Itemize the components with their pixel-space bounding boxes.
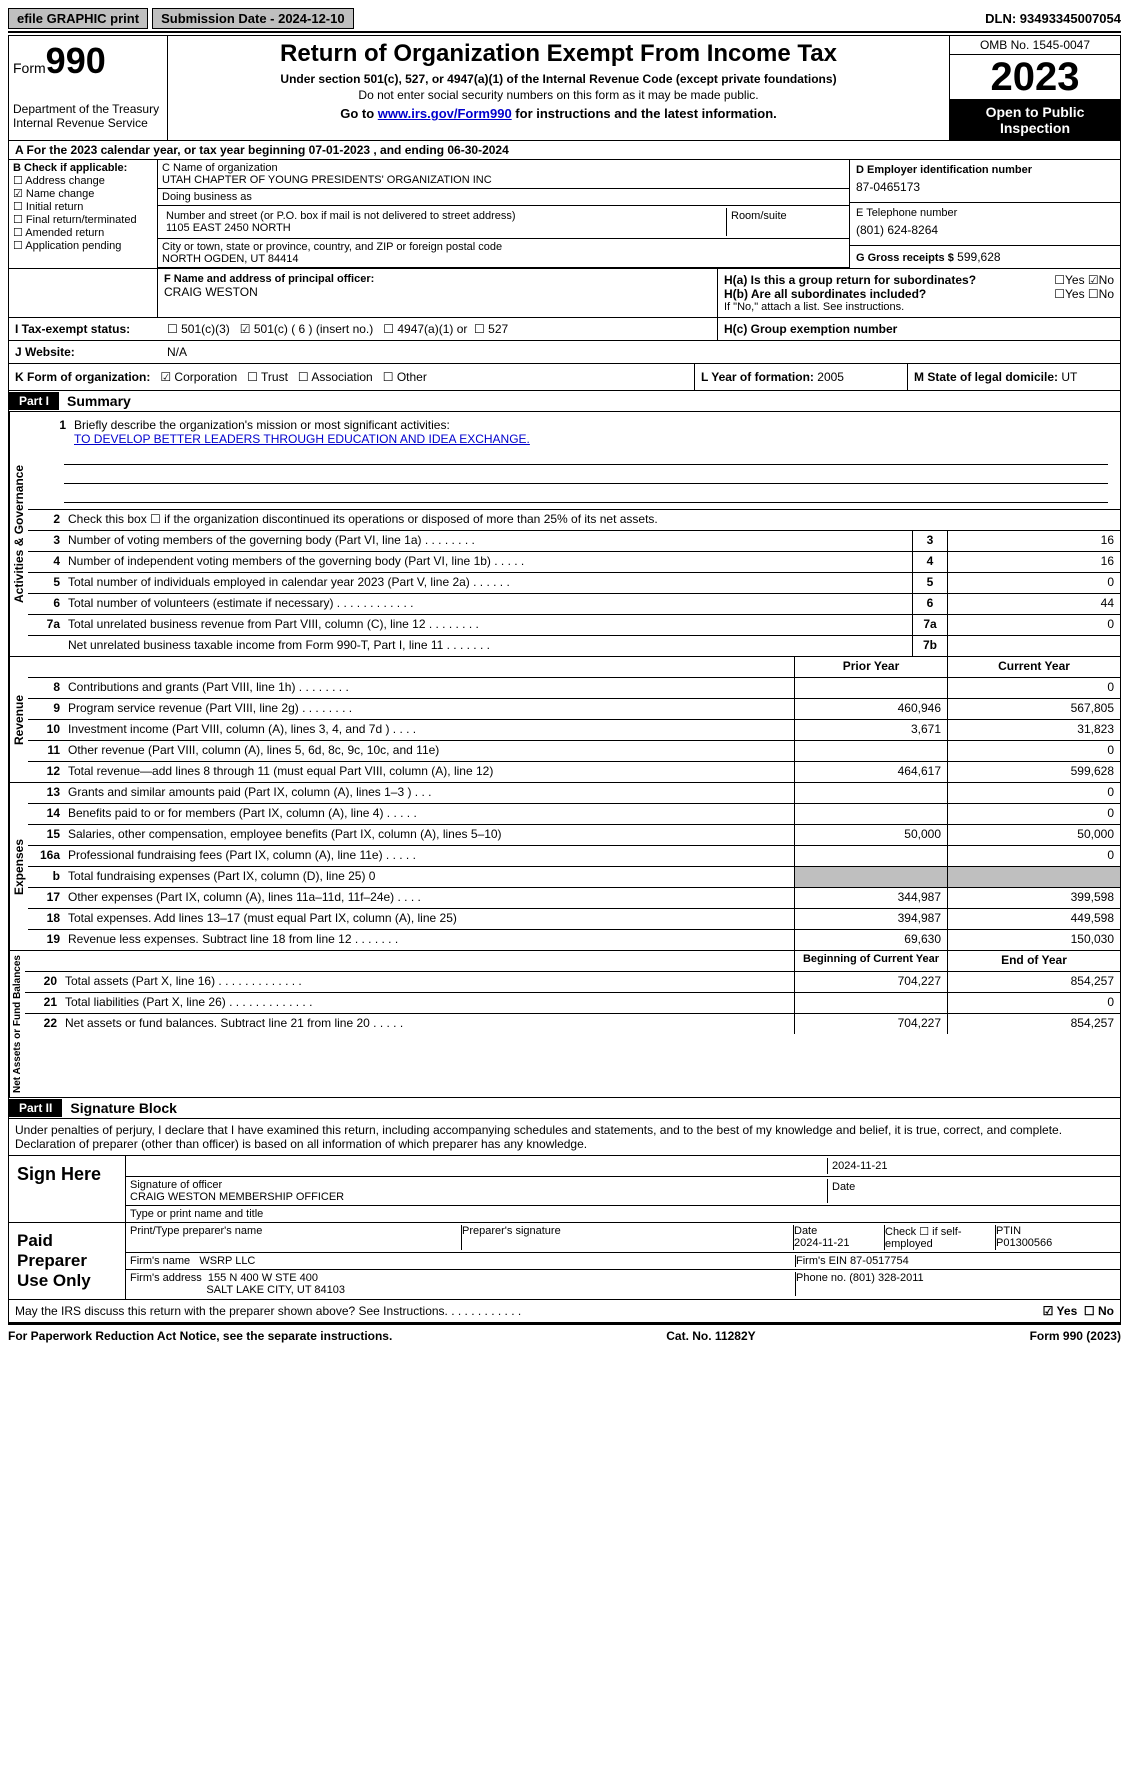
officer-row: F Name and address of principal officer:… [8, 269, 1121, 318]
h-b: H(b) Are all subordinates included? ☐Yes… [724, 287, 1114, 301]
preparer-section: Paid Preparer Use Only Print/Type prepar… [8, 1223, 1121, 1300]
gov-line: 6Total number of volunteers (estimate if… [28, 594, 1120, 615]
part-1-header: Part I Summary [8, 391, 1121, 412]
officer-signature: CRAIG WESTON MEMBERSHIP OFFICER [130, 1191, 827, 1203]
checkbox-item: ☐ Address change [13, 174, 153, 187]
org-name: UTAH CHAPTER OF YOUNG PRESIDENTS' ORGANI… [162, 174, 845, 186]
sign-here-section: Sign Here 2024-11-21 Signature of office… [8, 1156, 1121, 1223]
revenue-section: Revenue Prior Year Current Year 8Contrib… [8, 657, 1121, 783]
form-number: Form990 [13, 40, 163, 82]
section-l: L Year of formation: 2005 [694, 364, 907, 390]
street: 1105 EAST 2450 NORTH [166, 222, 722, 234]
principal-officer: CRAIG WESTON [164, 285, 711, 299]
mission: TO DEVELOP BETTER LEADERS THROUGH EDUCAT… [74, 432, 530, 446]
gov-line: 7aTotal unrelated business revenue from … [28, 615, 1120, 636]
financial-line: 14Benefits paid to or for members (Part … [28, 804, 1120, 825]
financial-line: 18Total expenses. Add lines 13–17 (must … [28, 909, 1120, 930]
firm-addr1: 155 N 400 W STE 400 [208, 1272, 318, 1284]
checkbox-item: ☐ Application pending [13, 239, 153, 252]
submission-date: Submission Date - 2024-12-10 [152, 8, 354, 29]
dln: DLN: 93493345007054 [985, 11, 1121, 26]
irs-link[interactable]: www.irs.gov/Form990 [378, 106, 512, 121]
subtitle-1: Under section 501(c), 527, or 4947(a)(1)… [176, 72, 941, 86]
financial-line: 20Total assets (Part X, line 16) . . . .… [25, 972, 1120, 993]
ptin: P01300566 [996, 1237, 1116, 1249]
tax-year: 2023 [950, 55, 1120, 100]
vert-expenses: Expenses [9, 783, 28, 950]
part-1-body: Activities & Governance 1 Briefly descri… [8, 412, 1121, 657]
financial-line: 10Investment income (Part VIII, column (… [28, 720, 1120, 741]
prep-date: 2024-11-21 [794, 1237, 884, 1249]
calendar-year-row: A For the 2023 calendar year, or tax yea… [8, 141, 1121, 160]
city: NORTH OGDEN, UT 84414 [162, 253, 845, 265]
financial-line: 22Net assets or fund balances. Subtract … [25, 1014, 1120, 1034]
subtitle-2: Do not enter social security numbers on … [176, 88, 941, 102]
firm-addr2: SALT LAKE CITY, UT 84103 [206, 1284, 345, 1296]
sign-date: 2024-11-21 [827, 1158, 1116, 1174]
efile-badge: efile GRAPHIC print [8, 8, 148, 29]
form-header: Form990 Department of the Treasury Inter… [8, 35, 1121, 141]
h-a: H(a) Is this a group return for subordin… [724, 273, 1114, 287]
gov-line: 4Number of independent voting members of… [28, 552, 1120, 573]
section-k: K Form of organization: ☑ Corporation ☐ … [9, 364, 694, 390]
vert-revenue: Revenue [9, 657, 28, 782]
financial-line: 15Salaries, other compensation, employee… [28, 825, 1120, 846]
tax-status-row: I Tax-exempt status: ☐ 501(c)(3) ☑ 501(c… [8, 318, 1121, 341]
financial-line: 13Grants and similar amounts paid (Part … [28, 783, 1120, 804]
gov-line: 5Total number of individuals employed in… [28, 573, 1120, 594]
checkbox-item: ☑ Name change [13, 187, 153, 200]
org-form-row: K Form of organization: ☑ Corporation ☐ … [8, 364, 1121, 391]
net-assets-section: Net Assets or Fund Balances Beginning of… [8, 951, 1121, 1098]
financial-line: 12Total revenue—add lines 8 through 11 (… [28, 762, 1120, 782]
gov-line: Net unrelated business taxable income fr… [28, 636, 1120, 656]
section-c: C Name of organization UTAH CHAPTER OF Y… [158, 160, 849, 268]
omb-number: OMB No. 1545-0047 [950, 36, 1120, 55]
checkbox-item: ☐ Initial return [13, 200, 153, 213]
section-b: B Check if applicable: ☐ Address change☑… [9, 160, 158, 268]
section-d: D Employer identification number 87-0465… [849, 160, 1120, 268]
identity-row: B Check if applicable: ☐ Address change☑… [8, 160, 1121, 269]
financial-line: 8Contributions and grants (Part VIII, li… [28, 678, 1120, 699]
telephone: (801) 624-8264 [856, 219, 1114, 241]
open-inspection: Open to Public Inspection [950, 100, 1120, 140]
financial-line: 16aProfessional fundraising fees (Part I… [28, 846, 1120, 867]
checkbox-item: ☐ Amended return [13, 226, 153, 239]
ein: 87-0465173 [856, 176, 1114, 198]
firm-name: WSRP LLC [199, 1255, 255, 1267]
vert-net: Net Assets or Fund Balances [9, 951, 25, 1097]
discuss-row: May the IRS discuss this return with the… [8, 1300, 1121, 1323]
subtitle-3: Go to www.irs.gov/Form990 for instructio… [176, 106, 941, 121]
h-c: H(c) Group exemption number [717, 318, 1120, 340]
form-title: Return of Organization Exempt From Incom… [176, 40, 941, 68]
website-row: J Website: N/A [8, 341, 1121, 364]
top-bar: efile GRAPHIC print Submission Date - 20… [8, 8, 1121, 33]
financial-line: 11Other revenue (Part VIII, column (A), … [28, 741, 1120, 762]
declaration: Under penalties of perjury, I declare th… [8, 1119, 1121, 1156]
dept-treasury: Department of the Treasury Internal Reve… [13, 102, 163, 130]
footer: For Paperwork Reduction Act Notice, see … [8, 1323, 1121, 1343]
financial-line: bTotal fundraising expenses (Part IX, co… [28, 867, 1120, 888]
firm-ein: 87-0517754 [850, 1255, 909, 1267]
expenses-section: Expenses 13Grants and similar amounts pa… [8, 783, 1121, 951]
financial-line: 19Revenue less expenses. Subtract line 1… [28, 930, 1120, 950]
firm-phone: (801) 328-2011 [849, 1272, 923, 1284]
checkbox-item: ☐ Final return/terminated [13, 213, 153, 226]
financial-line: 17Other expenses (Part IX, column (A), l… [28, 888, 1120, 909]
website: N/A [161, 341, 1120, 363]
part-2-header: Part II Signature Block [8, 1098, 1121, 1119]
financial-line: 9Program service revenue (Part VIII, lin… [28, 699, 1120, 720]
financial-line: 21Total liabilities (Part X, line 26) . … [25, 993, 1120, 1014]
gov-line: 3Number of voting members of the governi… [28, 531, 1120, 552]
tax-status-options: ☐ 501(c)(3) ☑ 501(c) ( 6 ) (insert no.) … [161, 318, 717, 340]
gross-receipts: 599,628 [957, 250, 1000, 264]
section-m: M State of legal domicile: UT [907, 364, 1120, 390]
vert-activities: Activities & Governance [9, 412, 28, 656]
